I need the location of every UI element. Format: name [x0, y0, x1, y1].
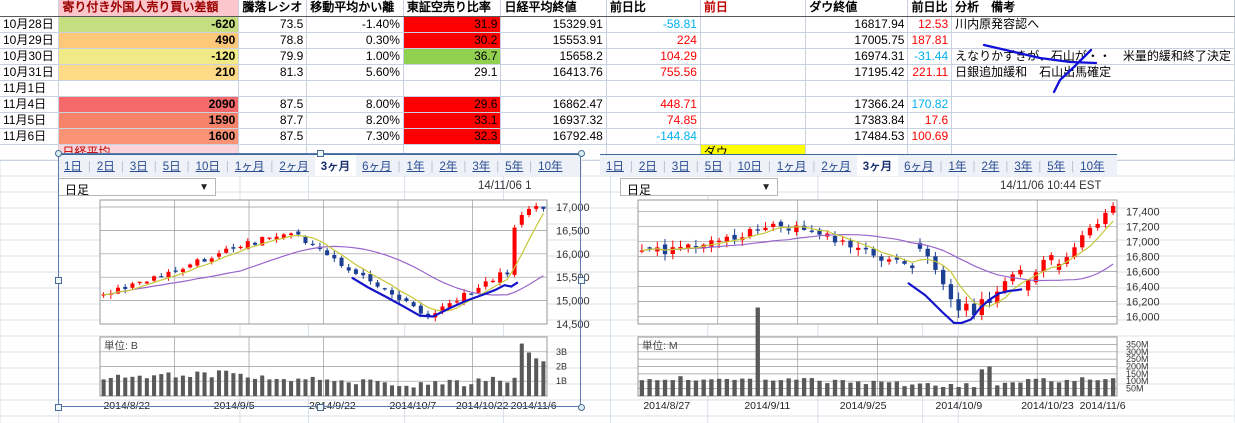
svg-text:16,400: 16,400	[1126, 281, 1160, 293]
svg-text:単位: M: 単位: M	[642, 339, 678, 352]
svg-text:16,000: 16,000	[1126, 312, 1160, 324]
svg-text:2014/10/9: 2014/10/9	[936, 400, 983, 412]
svg-text:17,400: 17,400	[1126, 206, 1160, 218]
svg-text:17,200: 17,200	[1126, 221, 1160, 233]
svg-text:50M: 50M	[1126, 384, 1144, 394]
svg-text:2014/10/23: 2014/10/23	[1021, 400, 1074, 412]
svg-text:2014/9/11: 2014/9/11	[744, 400, 790, 412]
svg-text:2014/9/25: 2014/9/25	[840, 400, 887, 412]
svg-text:17,000: 17,000	[1126, 236, 1160, 248]
svg-text:16,200: 16,200	[1126, 297, 1160, 309]
svg-text:2014/8/27: 2014/8/27	[643, 400, 690, 412]
svg-text:16,600: 16,600	[1126, 266, 1160, 278]
svg-text:2014/11/6: 2014/11/6	[1080, 400, 1126, 412]
svg-text:16,800: 16,800	[1126, 251, 1160, 263]
